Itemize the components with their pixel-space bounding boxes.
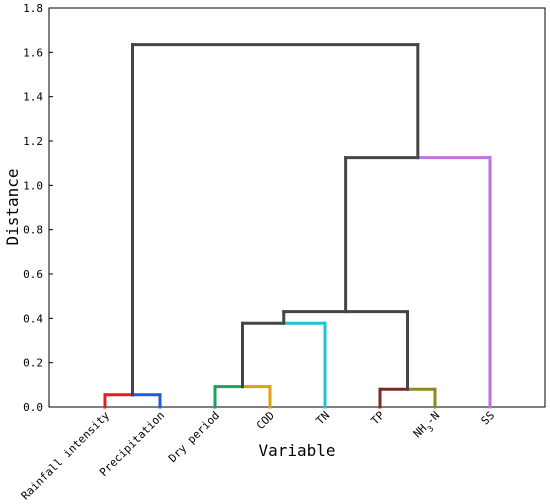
plot-border <box>48 7 546 408</box>
x-tick-label: Dry period <box>166 409 222 465</box>
y-tick-label: 0.6 <box>23 268 43 281</box>
y-tick-label: 0.8 <box>23 224 43 237</box>
plot-frame <box>48 7 546 408</box>
y-tick-label: 0.0 <box>23 401 43 414</box>
y-tick-label: 0.4 <box>23 312 43 325</box>
x-tick-label: Rainfall intensity <box>19 409 113 503</box>
y-tick-label: 1.8 <box>23 2 43 15</box>
y-axis-ticks: 0.0 0.2 0.4 0.6 0.8 1.0 1.2 1.4 1.6 1.8 <box>23 2 53 414</box>
x-tick-label: TP <box>369 409 388 428</box>
x-tick-label: COD <box>254 409 277 432</box>
x-tick-label: SS <box>479 409 498 428</box>
x-tick-label: TN <box>314 409 333 428</box>
y-tick-label: 1.6 <box>23 46 43 59</box>
x-axis-title: Variable <box>258 441 335 460</box>
y-tick-label: 1.4 <box>23 91 43 104</box>
dendrogram-links <box>103 43 492 409</box>
y-tick-label: 1.0 <box>23 179 43 192</box>
y-tick-label: 0.2 <box>23 357 43 370</box>
y-axis-title: Distance <box>3 168 22 245</box>
x-tick-label: NH3-N <box>411 409 445 443</box>
y-tick-label: 1.2 <box>23 135 43 148</box>
